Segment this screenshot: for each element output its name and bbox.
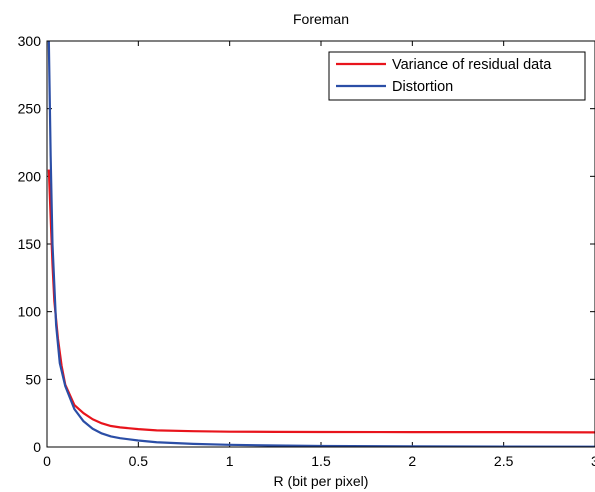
x-tick-label: 2 [408,453,416,469]
legend: Variance of residual data Distortion [328,51,586,101]
x-axis-ticks: 0 0.5 1 1.5 2 2.5 3 [43,41,595,469]
x-tick-label: 0 [43,453,51,469]
plot-area [47,41,595,447]
legend-box [328,51,586,101]
y-axis-ticks: 0 50 100 150 200 250 300 [18,33,595,455]
y-tick-label: 0 [33,439,41,455]
x-axis-label: R (bit per pixel) [274,473,369,489]
x-tick-label: 0.5 [129,453,149,469]
chart-title: Foreman [293,11,349,27]
y-tick-label: 250 [18,101,42,117]
series-lines [47,41,595,447]
plot-frame [46,40,595,448]
legend-label-variance: Variance of residual data [392,57,552,73]
x-tick-label: 1.5 [311,453,331,469]
x-tick-label: 3 [591,453,595,469]
y-tick-label: 300 [18,33,42,49]
x-tick-label: 2.5 [494,453,514,469]
y-tick-label: 200 [18,168,42,184]
x-tick-label: 1 [226,453,234,469]
y-tick-label: 50 [25,371,41,387]
series-line-distortion [47,41,595,447]
y-tick-label: 150 [18,236,42,252]
legend-label-distortion: Distortion [392,79,453,95]
y-tick-label: 100 [18,304,42,320]
